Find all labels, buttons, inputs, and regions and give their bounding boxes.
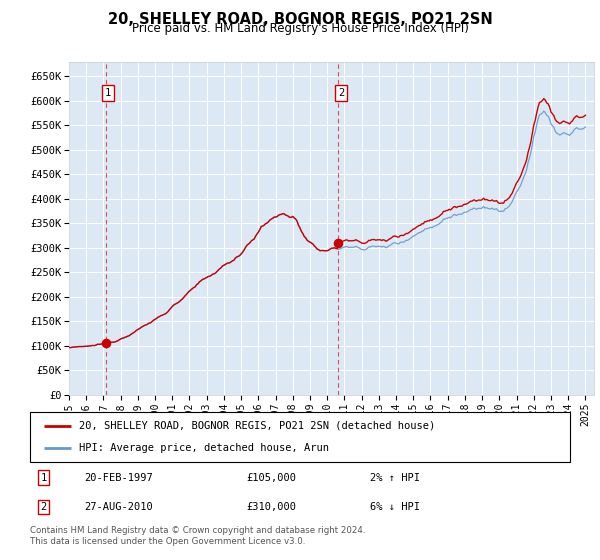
- Text: Price paid vs. HM Land Registry's House Price Index (HPI): Price paid vs. HM Land Registry's House …: [131, 22, 469, 35]
- Text: £105,000: £105,000: [246, 473, 296, 483]
- Text: 20, SHELLEY ROAD, BOGNOR REGIS, PO21 2SN (detached house): 20, SHELLEY ROAD, BOGNOR REGIS, PO21 2SN…: [79, 421, 435, 431]
- Text: Contains HM Land Registry data © Crown copyright and database right 2024.
This d: Contains HM Land Registry data © Crown c…: [30, 526, 365, 546]
- Point: [101, 339, 110, 348]
- Text: 1: 1: [40, 473, 47, 483]
- Point: [334, 239, 343, 248]
- Text: 20, SHELLEY ROAD, BOGNOR REGIS, PO21 2SN: 20, SHELLEY ROAD, BOGNOR REGIS, PO21 2SN: [107, 12, 493, 27]
- Text: 2% ↑ HPI: 2% ↑ HPI: [370, 473, 420, 483]
- Text: 2: 2: [338, 88, 344, 98]
- Text: £310,000: £310,000: [246, 502, 296, 512]
- Text: 2: 2: [40, 502, 47, 512]
- Text: HPI: Average price, detached house, Arun: HPI: Average price, detached house, Arun: [79, 443, 329, 453]
- Text: 27-AUG-2010: 27-AUG-2010: [84, 502, 153, 512]
- Text: 20-FEB-1997: 20-FEB-1997: [84, 473, 153, 483]
- Text: 1: 1: [105, 88, 112, 98]
- Text: 6% ↓ HPI: 6% ↓ HPI: [370, 502, 420, 512]
